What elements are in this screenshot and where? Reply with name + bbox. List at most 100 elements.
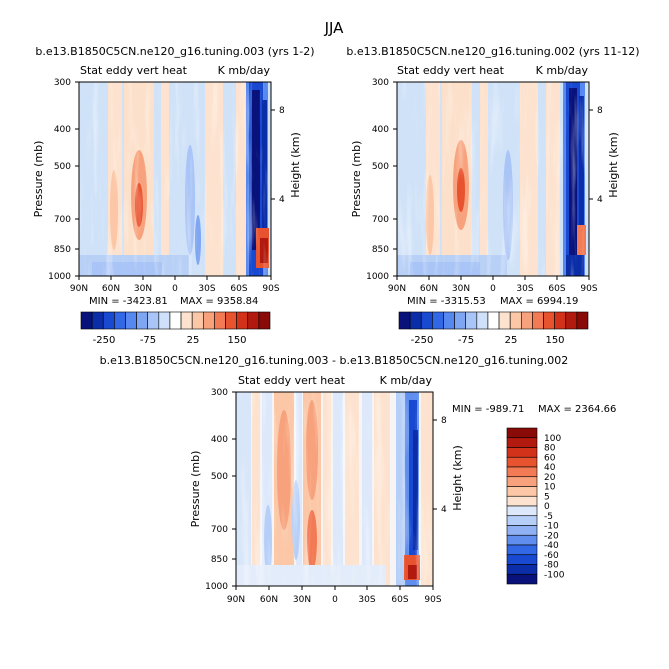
panel-1-height-tick: 8 [279,106,285,116]
panel-1-colorbar [80,311,271,330]
panel-2-ytick: 700 [372,215,389,225]
panel-2-xtick: 0 [490,284,496,294]
colorbar-swatch [476,311,489,330]
colorbar-label: -60 [544,551,559,561]
panel-1-xtick: 60N [102,284,120,294]
panel-2: b.e13.B1850C5CN.ne120_g16.tuning.002 (yr… [346,45,639,346]
colorbar-swatch [136,311,149,330]
panel-1-units-label: K mb/day [218,64,271,77]
panel-2-field [397,82,589,276]
panel-2-xtick: 90S [580,284,597,294]
panel-1-colorbar-label: 25 [187,335,200,346]
colorbar-swatch [506,573,538,585]
panel-2-ytick: 850 [372,245,389,255]
colorbar-swatch [91,311,104,330]
colorbar-swatch [180,311,193,330]
panel-1-ytick: 850 [54,245,71,255]
panel-2-units-label: K mb/day [536,64,589,77]
colorbar-swatch [454,311,467,330]
panel-3-variable-label: Stat eddy vert heat [238,374,346,387]
colorbar-swatch [202,311,215,330]
panel-2-xtick: 30S [516,284,533,294]
colorbar-swatch [147,311,160,330]
colorbar-label: -80 [544,561,559,571]
colorbar-swatch [565,311,578,330]
panel-1-field [79,82,271,276]
colorbar-label: 5 [544,492,550,502]
panel-3-xtick: 90N [227,595,245,605]
panel-1-case-title: b.e13.B1850C5CN.ne120_g16.tuning.003 (yr… [35,45,314,58]
colorbar-swatch [125,311,137,330]
panel-2-height-tick: 4 [597,195,603,205]
colorbar-label: 40 [544,463,556,473]
colorbar-swatch [487,311,500,330]
panel-1-xtick: 30S [198,284,215,294]
panel-1-ylabel-right: Height (km) [289,132,302,198]
panel-3-ytick: 700 [211,525,228,535]
panel-1-ytick: 1000 [48,272,71,282]
colorbar-swatch [398,311,411,330]
panel-2-xtick: 60N [420,284,438,294]
panel-2-colorbar-label: 150 [545,335,564,346]
colorbar-swatch [506,427,538,439]
panel-1-ylabel: Pressure (mb) [32,141,45,218]
colorbar-swatch [114,311,126,330]
panel-2-colorbar [398,311,589,330]
panel-3-ytick: 300 [211,388,228,398]
colorbar-swatch [102,311,115,330]
panel-3-ytick: 500 [211,472,228,482]
colorbar-swatch [506,447,538,458]
colorbar-swatch [520,311,533,330]
panel-3-field [236,392,433,586]
panel-3-ytick: 400 [211,435,228,445]
colorbar-swatch [498,311,511,330]
colorbar-swatch [214,311,226,330]
colorbar-swatch [420,311,433,330]
colorbar-swatch [247,311,260,330]
colorbar-label: 80 [544,444,556,454]
colorbar-swatch [432,311,444,330]
colorbar-swatch [506,534,538,546]
panel-1-ytick: 400 [54,125,71,135]
colorbar-swatch [506,456,538,468]
panel-2-variable-label: Stat eddy vert heat [397,64,505,77]
panel-3-max-label: MAX = 2364.66 [538,404,616,415]
panel-2-colorbar-label: -75 [458,335,474,346]
panel-1-colorbar-label: 150 [227,335,246,346]
panel-1: b.e13.B1850C5CN.ne120_g16.tuning.003 (yr… [32,45,315,346]
panel-3-xtick: 90S [424,595,441,605]
colorbar-label: -5 [544,512,553,522]
panel-1-axes: 300 400 500 700 850 1000 8 4 90N 60N 30N… [32,78,302,294]
colorbar-label: 20 [544,473,556,483]
colorbar-swatch [225,311,237,330]
panel-2-colorbar-label: 25 [505,335,518,346]
colorbar-swatch [80,311,93,330]
panel-3-height-tick: 8 [441,416,447,426]
panel-2-ylabel: Pressure (mb) [350,141,363,218]
colorbar-swatch [169,311,182,330]
panel-2-min-label: MIN = -3315.53 [407,296,486,307]
panel-2-ytick: 300 [372,78,389,88]
colorbar-swatch [506,564,538,575]
colorbar-swatch [506,505,538,517]
panel-3-xtick: 30S [358,595,375,605]
panel-1-xtick: 60S [230,284,247,294]
colorbar-label: -40 [544,541,559,551]
colorbar-swatch [506,486,538,497]
panel-1-xtick: 90S [262,284,279,294]
panel-2-ylabel-right: Height (km) [607,132,620,198]
panel-1-xtick: 30N [134,284,152,294]
colorbar-swatch [506,525,538,536]
panel-1-max-label: MAX = 9358.84 [180,296,258,307]
panel-3-ytick: 850 [211,555,228,565]
panel-1-ytick: 300 [54,78,71,88]
panel-2-case-title: b.e13.B1850C5CN.ne120_g16.tuning.002 (yr… [346,45,639,58]
panel-2-max-label: MAX = 6994.19 [500,296,578,307]
colorbar-label: -10 [544,522,559,532]
panel-3-ylabel: Pressure (mb) [189,451,202,528]
panel-3-axes: 300 400 500 700 850 1000 8 4 90N 60N 30N… [189,388,464,605]
panel-3-units-label: K mb/day [380,374,433,387]
panel-3-height-tick: 4 [441,505,447,515]
